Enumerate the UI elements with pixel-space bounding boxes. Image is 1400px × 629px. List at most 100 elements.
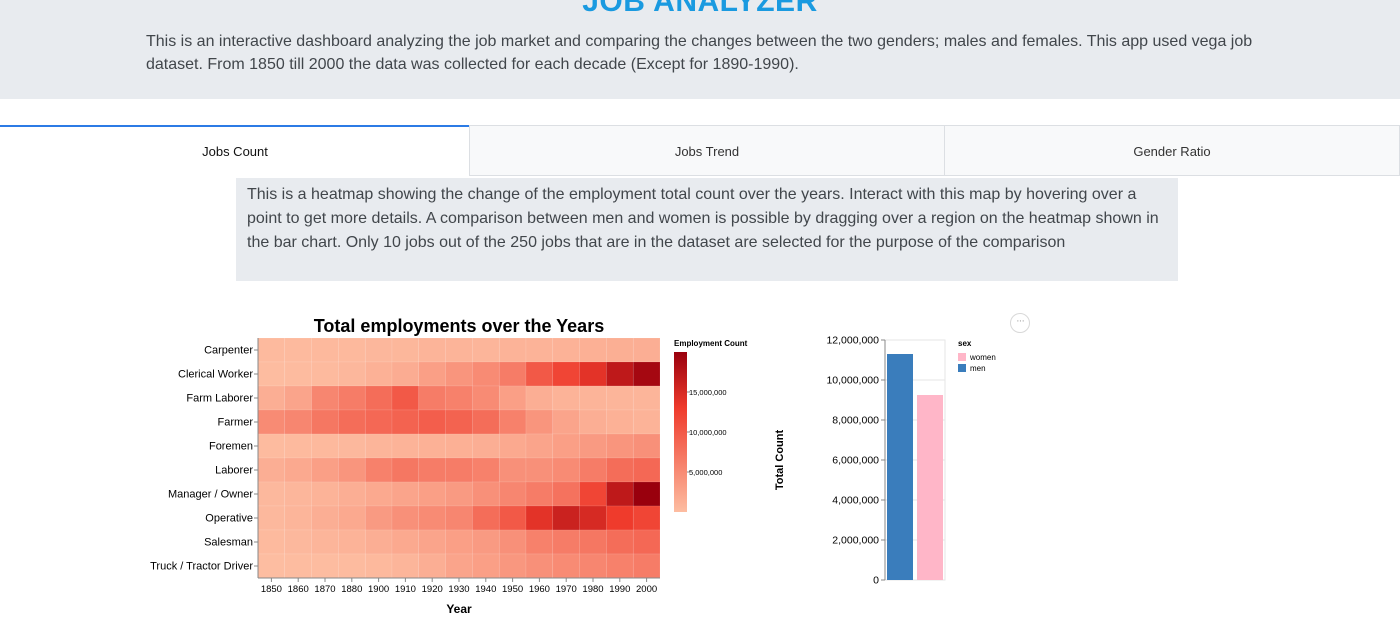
heatmap-cell[interactable] <box>391 505 420 531</box>
heatmap-cell[interactable] <box>391 529 420 555</box>
heatmap-cell[interactable] <box>579 433 607 459</box>
heatmap-cell[interactable] <box>606 409 634 435</box>
heatmap-cell[interactable] <box>284 409 312 435</box>
heatmap-cell[interactable] <box>338 505 366 531</box>
heatmap-cell[interactable] <box>525 505 554 531</box>
heatmap-cell[interactable] <box>552 433 580 459</box>
heatmap-cell[interactable] <box>445 385 473 411</box>
heatmap-cell[interactable] <box>391 553 420 579</box>
heatmap-cell[interactable] <box>311 505 339 531</box>
heatmap-cell[interactable] <box>525 433 554 459</box>
heatmap-cell[interactable] <box>552 529 580 555</box>
heatmap-cell[interactable] <box>579 385 607 411</box>
heatmap-cell[interactable] <box>257 505 286 531</box>
heatmap-cell[interactable] <box>364 481 393 507</box>
heatmap-cell[interactable] <box>364 385 393 411</box>
tab-jobs-trend[interactable]: Jobs Trend <box>469 125 945 176</box>
heatmap-cell[interactable] <box>552 385 580 411</box>
heatmap-cell[interactable] <box>525 529 554 555</box>
heatmap-cell[interactable] <box>257 433 286 459</box>
heatmap-cell[interactable] <box>552 553 580 579</box>
heatmap-cell[interactable] <box>257 409 286 435</box>
heatmap-cell[interactable] <box>338 337 366 363</box>
heatmap-cell[interactable] <box>338 529 366 555</box>
heatmap-cell[interactable] <box>525 361 554 387</box>
heatmap-cell[interactable] <box>364 529 393 555</box>
heatmap-cell[interactable] <box>391 337 420 363</box>
heatmap-cell[interactable] <box>257 385 286 411</box>
heatmap-cell[interactable] <box>579 409 607 435</box>
heatmap-cell[interactable] <box>445 361 473 387</box>
heatmap-cell[interactable] <box>552 361 580 387</box>
heatmap-cell[interactable] <box>606 505 634 531</box>
heatmap-cell[interactable] <box>284 481 312 507</box>
heatmap-cell[interactable] <box>391 409 420 435</box>
heatmap-cell[interactable] <box>418 433 446 459</box>
heatmap-cell[interactable] <box>284 457 312 483</box>
heatmap-cell[interactable] <box>632 385 661 411</box>
bar-men[interactable] <box>887 354 913 580</box>
heatmap-cell[interactable] <box>472 409 500 435</box>
bar-women[interactable] <box>917 395 943 580</box>
tab-jobs-count[interactable]: Jobs Count <box>0 125 470 176</box>
heatmap-cell[interactable] <box>498 505 527 531</box>
heatmap-cell[interactable] <box>391 361 420 387</box>
heatmap-cell[interactable] <box>338 481 366 507</box>
heatmap-cell[interactable] <box>498 529 527 555</box>
heatmap-cell[interactable] <box>391 481 420 507</box>
heatmap-cell[interactable] <box>472 361 500 387</box>
heatmap-cell[interactable] <box>498 409 527 435</box>
heatmap-cell[interactable] <box>311 385 339 411</box>
heatmap-cell[interactable] <box>338 553 366 579</box>
heatmap-cell[interactable] <box>284 553 312 579</box>
heatmap-cell[interactable] <box>606 481 634 507</box>
heatmap-cell[interactable] <box>445 433 473 459</box>
heatmap-cell[interactable] <box>364 553 393 579</box>
tab-gender-ratio[interactable]: Gender Ratio <box>944 125 1400 176</box>
heatmap-cell[interactable] <box>552 505 580 531</box>
heatmap-cell[interactable] <box>472 481 500 507</box>
bar-series[interactable] <box>887 354 943 580</box>
heatmap-cell[interactable] <box>445 481 473 507</box>
heatmap-chart[interactable]: Total employments over the Years Carpent… <box>140 310 770 625</box>
chart-actions-menu-button[interactable]: ··· <box>1010 313 1030 333</box>
heatmap-cell[interactable] <box>472 337 500 363</box>
heatmap-cell[interactable] <box>311 457 339 483</box>
heatmap-cell[interactable] <box>391 457 420 483</box>
gender-bar-chart[interactable]: 12,000,000 10,000,000 8,000,000 6,000,000 4,… <box>765 308 1015 593</box>
heatmap-cell[interactable] <box>445 337 473 363</box>
heatmap-cell[interactable] <box>579 553 607 579</box>
heatmap-cell[interactable] <box>364 361 393 387</box>
heatmap-cell[interactable] <box>632 361 661 387</box>
heatmap-cell[interactable] <box>606 553 634 579</box>
heatmap-cell[interactable] <box>445 553 473 579</box>
heatmap-cell[interactable] <box>311 529 339 555</box>
heatmap-cell[interactable] <box>257 529 286 555</box>
heatmap-cell[interactable] <box>364 457 393 483</box>
heatmap-cell[interactable] <box>284 505 312 531</box>
heatmap-cell[interactable] <box>311 553 339 579</box>
heatmap-cell[interactable] <box>257 337 286 363</box>
heatmap-cell[interactable] <box>498 553 527 579</box>
heatmap-cell[interactable] <box>391 433 420 459</box>
heatmap-cell[interactable] <box>525 553 554 579</box>
heatmap-cell[interactable] <box>257 457 286 483</box>
heatmap-cell[interactable] <box>498 433 527 459</box>
heatmap-cell[interactable] <box>338 361 366 387</box>
heatmap-cell[interactable] <box>525 385 554 411</box>
heatmap-cell[interactable] <box>445 457 473 483</box>
heatmap-cell[interactable] <box>364 433 393 459</box>
heatmap-cell[interactable] <box>284 529 312 555</box>
heatmap-cell[interactable] <box>579 481 607 507</box>
heatmap-cell[interactable] <box>632 505 661 531</box>
heatmap-cell[interactable] <box>418 385 446 411</box>
heatmap-cell[interactable] <box>284 337 312 363</box>
heatmap-cell[interactable] <box>311 481 339 507</box>
heatmap-cell[interactable] <box>418 361 446 387</box>
heatmap-cell[interactable] <box>606 337 634 363</box>
heatmap-cell[interactable] <box>606 433 634 459</box>
heatmap-cell[interactable] <box>606 385 634 411</box>
heatmap-cell[interactable] <box>472 553 500 579</box>
heatmap-cell[interactable] <box>632 481 661 507</box>
heatmap-cell[interactable] <box>632 457 661 483</box>
